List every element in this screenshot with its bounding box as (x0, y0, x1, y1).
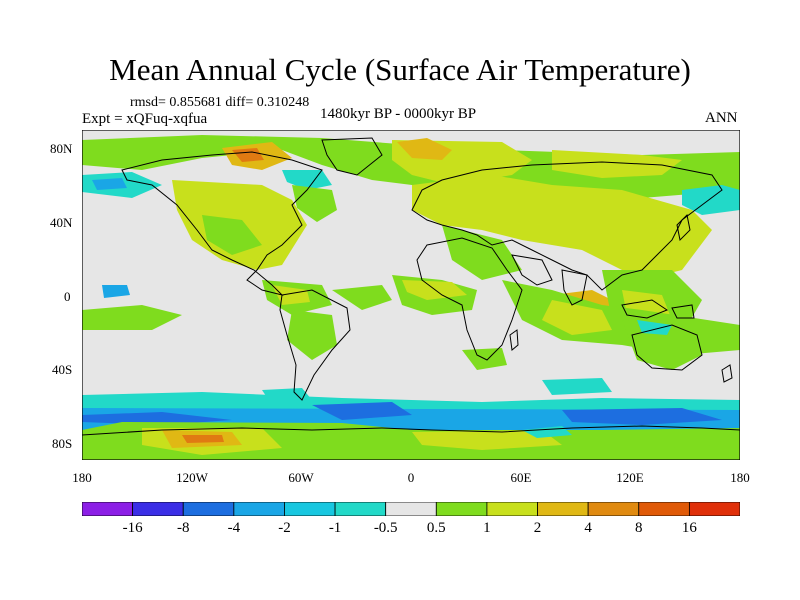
coastlines (82, 137, 740, 436)
colorbar-box-12 (688, 502, 740, 516)
colorbar-label: -8 (176, 520, 190, 536)
colorbar-box-10 (587, 502, 640, 516)
lon-label-180e: 180 (730, 470, 750, 485)
colorbar-label: 16 (681, 520, 697, 536)
colorbar-label: -16 (122, 520, 143, 536)
colorbar-box-6 (385, 502, 437, 516)
colorbar-box-1 (132, 502, 184, 516)
colorbar-label: 2 (533, 520, 542, 536)
rmsd-diff-stats: rmsd= 0.855681 diff= 0.310248 (130, 95, 310, 110)
colorbar-box-9 (537, 502, 589, 516)
lon-label-60w: 60W (288, 470, 314, 485)
lon-label-60e: 60E (510, 470, 532, 485)
anomaly-fields (82, 135, 740, 460)
colorbar-label: 4 (584, 520, 592, 536)
colorbar-label: -4 (227, 520, 241, 536)
colorbar-box-7 (435, 502, 488, 516)
colorbar-label: 0.5 (426, 520, 446, 536)
colorbar-label: 8 (635, 520, 643, 536)
lat-label-40n: 40N (50, 215, 73, 230)
period-label: 1480kyr BP - 0000kyr BP (320, 106, 477, 122)
experiment-label: Expt = xQFuq-xqfua (82, 111, 208, 127)
lon-label-120w: 120W (176, 470, 208, 485)
season-label: ANN (705, 110, 738, 126)
lat-label-0: 0 (64, 289, 71, 304)
chart-title: Mean Annual Cycle (Surface Air Temperatu… (109, 52, 691, 87)
lat-label-80s: 80S (52, 436, 73, 451)
lon-label-0: 0 (407, 470, 415, 485)
colorbar-label: -2 (278, 520, 291, 536)
colorbar-box-11 (638, 502, 690, 516)
lon-label-120e: 120E (616, 470, 644, 485)
colorbar-box-5 (334, 502, 387, 516)
lat-label-40s: 40S (52, 362, 73, 377)
anomaly-map (82, 130, 740, 460)
colorbar-box-8 (486, 502, 538, 516)
colorbar-box-2 (182, 502, 235, 516)
colorbar-box-0 (82, 502, 134, 516)
colorbar-box-4 (284, 502, 336, 516)
colorbar-label: -0.5 (373, 520, 398, 536)
colorbar (82, 502, 740, 516)
colorbar-label: -1 (328, 520, 342, 536)
lon-label-180w: 180 (72, 470, 92, 485)
lat-label-80n: 80N (50, 141, 73, 156)
colorbar-box-3 (233, 502, 285, 516)
colorbar-label: 1 (483, 520, 491, 536)
